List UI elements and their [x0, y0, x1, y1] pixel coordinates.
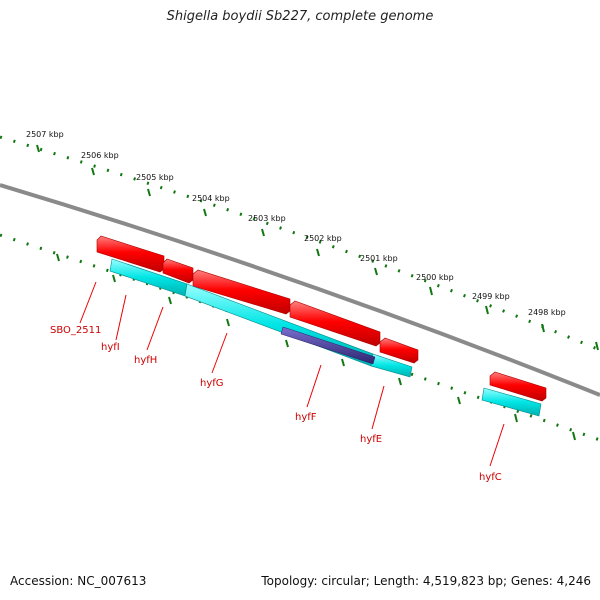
map-title: Shigella boydii Sb227, complete genome — [166, 9, 434, 24]
kbp-label-2506: 2506 kbp — [81, 151, 119, 160]
gene-label-hyfc: hyfC — [479, 472, 502, 483]
cds-forward-track — [96, 235, 547, 402]
accession-text: Accession: NC_007613 — [10, 574, 147, 588]
kbp-label-2505: 2505 kbp — [136, 173, 174, 182]
kbp-label-2502: 2502 kbp — [304, 234, 342, 243]
gene-label-hyfi: hyfI — [101, 342, 120, 353]
genome-backbone — [0, 183, 600, 397]
gene-label-sbo-2511: SBO_2511 — [50, 325, 101, 336]
gene-label-hyfh: hyfH — [134, 355, 157, 366]
gene-label-hyff: hyfF — [295, 412, 317, 423]
outer-major-ticks — [36, 144, 599, 351]
kbp-label-2498: 2498 kbp — [528, 308, 566, 317]
gene-label-hyfg: hyfG — [200, 378, 224, 389]
kbp-label-2504: 2504 kbp — [192, 194, 230, 203]
cds-feature[interactable] — [379, 337, 419, 364]
topology-text: Topology: circular; Length: 4,519,823 bp… — [261, 574, 591, 588]
gene-label-hyfe: hyfE — [360, 434, 382, 445]
inner-major-ticks — [56, 253, 576, 441]
kbp-label-2507: 2507 kbp — [26, 130, 64, 139]
gene-feature[interactable] — [481, 387, 542, 417]
gene-label-leaders — [79, 281, 505, 467]
kbp-label-2499: 2499 kbp — [472, 292, 510, 301]
kbp-label-2503: 2503 kbp — [248, 214, 286, 223]
cds-feature[interactable] — [489, 371, 547, 402]
gene-track — [109, 258, 542, 417]
kbp-label-2500: 2500 kbp — [416, 273, 454, 282]
misc-feature[interactable] — [280, 326, 376, 365]
kbp-label-2501: 2501 kbp — [360, 254, 398, 263]
